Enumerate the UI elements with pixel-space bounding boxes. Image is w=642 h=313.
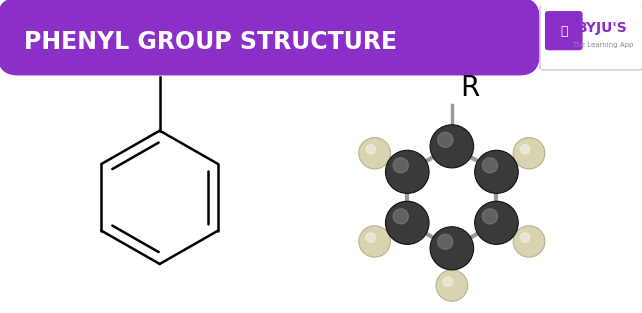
Circle shape (366, 233, 376, 242)
Circle shape (359, 226, 390, 257)
Circle shape (438, 234, 453, 249)
Bar (6, 6, 36, 67)
Bar (6, 6, 521, 36)
FancyBboxPatch shape (0, 0, 539, 75)
Circle shape (520, 233, 530, 242)
Circle shape (385, 150, 429, 193)
Circle shape (436, 270, 468, 301)
FancyBboxPatch shape (545, 11, 582, 50)
Circle shape (359, 137, 390, 169)
Circle shape (513, 137, 545, 169)
Circle shape (474, 201, 518, 244)
FancyBboxPatch shape (540, 5, 642, 70)
Circle shape (430, 125, 474, 168)
Text: PHENYL GROUP STRUCTURE: PHENYL GROUP STRUCTURE (24, 30, 397, 54)
Circle shape (443, 277, 453, 286)
Circle shape (520, 145, 530, 154)
Text: The Learning App: The Learning App (571, 42, 633, 49)
Circle shape (513, 226, 545, 257)
Text: R: R (151, 51, 168, 75)
Circle shape (474, 150, 518, 193)
Text: R: R (460, 74, 480, 101)
Circle shape (482, 158, 498, 173)
Circle shape (393, 209, 408, 224)
Circle shape (430, 227, 474, 270)
Text: 📱: 📱 (560, 25, 568, 38)
Circle shape (366, 145, 376, 154)
Circle shape (393, 158, 408, 173)
Circle shape (438, 132, 453, 147)
Circle shape (482, 209, 498, 224)
Text: BYJU'S: BYJU'S (577, 21, 628, 35)
Circle shape (385, 201, 429, 244)
